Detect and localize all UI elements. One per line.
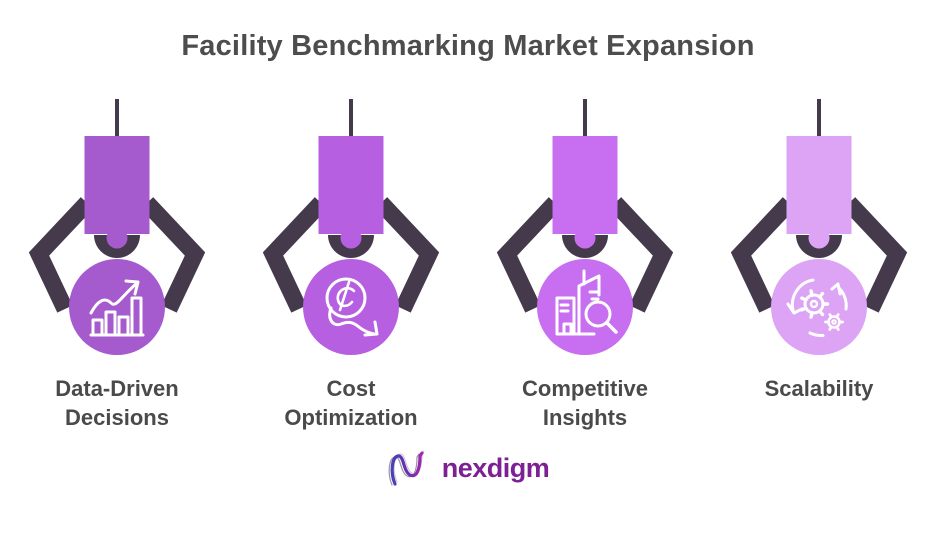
- claw-arm-left: [28, 197, 94, 313]
- claw-ball: [106, 227, 128, 249]
- nexdigm-logo: nexdigm: [0, 447, 936, 489]
- benefit-column-data-driven: Data-Driven Decisions: [0, 91, 234, 437]
- benefit-circle: [69, 259, 165, 355]
- benefit-column-cost: Cost Optimization: [234, 91, 468, 437]
- benefit-circle: [771, 259, 867, 355]
- claw-machine-graphic: [496, 99, 674, 355]
- claw-body: [552, 136, 618, 234]
- claw-ball: [340, 227, 362, 249]
- claw-arm-left: [262, 197, 328, 313]
- claw-body: [84, 136, 150, 234]
- claw-arm-right: [140, 197, 206, 313]
- claw-arm-right: [842, 197, 908, 313]
- benefit-circle: [303, 259, 399, 355]
- claw-body: [786, 136, 852, 234]
- claw-arm-left: [496, 197, 562, 313]
- benefit-label: Data-Driven Decisions: [55, 376, 179, 430]
- nexdigm-wave-n-logo-icon: [388, 450, 425, 486]
- claw-arm-left: [730, 197, 796, 313]
- claw-ball: [808, 227, 830, 249]
- benefit-circle: [537, 259, 633, 355]
- benefit-column-competitive: Competitive Insights: [468, 91, 702, 437]
- claw-body: [318, 136, 384, 234]
- benefit-label: Competitive Insights: [522, 376, 648, 430]
- gears-cycle-icon: [786, 278, 848, 338]
- brand-name: nexdigm: [441, 452, 550, 483]
- claw-machine-graphic: [262, 99, 440, 355]
- claw-machine-graphic: [730, 99, 908, 355]
- cost-coin-arrow-icon: [325, 277, 379, 337]
- claw-arm-right: [608, 197, 674, 313]
- claw-arm-right: [374, 197, 440, 313]
- benefit-column-scalability: Scalability: [702, 91, 936, 437]
- buildings-magnifier-icon: [555, 269, 618, 336]
- claw-ball: [574, 227, 596, 249]
- claw-machine-graphic: [28, 99, 206, 355]
- benefit-label: Scalability: [764, 376, 874, 401]
- growth-chart-icon: [89, 279, 145, 337]
- benefits-row: Data-Driven Decisions Cost O: [0, 91, 936, 437]
- benefit-label: Cost Optimization: [284, 376, 418, 430]
- page-title: Facility Benchmarking Market Expansion: [181, 30, 755, 62]
